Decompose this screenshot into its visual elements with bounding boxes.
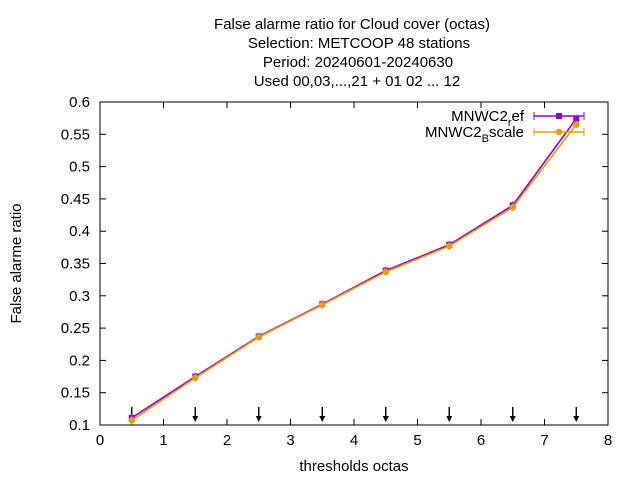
arrow-head [573, 416, 580, 422]
threshold-arrow [509, 407, 516, 422]
data-series [128, 114, 580, 425]
arrow-head [319, 416, 326, 422]
y-tick-label: 0.55 [61, 126, 90, 143]
data-point [572, 121, 580, 128]
y-tick-label: 0.45 [61, 191, 90, 208]
y-tick-label: 0.35 [61, 256, 90, 273]
data-point [573, 115, 580, 122]
data-point [191, 374, 199, 382]
plot-frame [99, 101, 609, 426]
title-line-4: Used 00,03,...,21 + 01 02 ... 12 [254, 73, 460, 90]
arrow-head [509, 416, 516, 422]
data-point [318, 301, 326, 309]
legend-label: MNWC2ref [451, 108, 525, 129]
threshold-arrow [255, 407, 262, 422]
legend-label-main: MNWC2 [451, 108, 508, 125]
data-point [128, 417, 136, 424]
y-tick-label: 0.2 [69, 352, 90, 369]
legend-label-tail: ef [511, 108, 524, 125]
y-axis-label: False alarme ratio [8, 203, 25, 323]
x-tick-label: 7 [540, 432, 548, 449]
threshold-arrow [573, 407, 580, 422]
arrow-head [192, 416, 199, 422]
x-tick-label: 0 [96, 432, 104, 449]
threshold-arrow [319, 407, 326, 422]
title-line-1: False alarme ratio for Cloud cover (octa… [214, 16, 490, 33]
y-tick-label: 0.3 [69, 288, 90, 305]
x-tick-label: 5 [413, 432, 421, 449]
legend-entry: MNWC2Bscale [425, 124, 585, 145]
x-tick-label: 1 [159, 432, 167, 449]
legend-label-sub: B [482, 133, 489, 145]
axis-ticks: 0 1 2 3 4 5 6 7 8 0.1 0.15 0.2 0.25 0.3 0.35 0.4 0.45 0.5… [61, 94, 612, 449]
data-point [445, 242, 453, 250]
series-MNWC2_Bscale [128, 120, 580, 425]
legend-marker [555, 128, 563, 136]
y-tick-label: 0.5 [69, 159, 90, 176]
y-tick-label: 0.1 [69, 417, 90, 434]
series-line [131, 118, 577, 419]
x-tick-label: 2 [223, 432, 231, 449]
title-line-3: Period: 20240601-20240630 [263, 54, 453, 71]
data-point [255, 333, 263, 341]
title-line-2: Selection: METCOOP 48 stations [248, 35, 470, 52]
legend-marker [556, 113, 562, 119]
plot-axes [99, 101, 609, 426]
y-tick-label: 0.25 [61, 320, 90, 337]
legend-label-tail: scale [489, 124, 524, 141]
legend-label-sub: r [508, 117, 512, 129]
x-tick-label: 3 [286, 432, 294, 449]
legend-entry: MNWC2ref [451, 108, 585, 129]
series-line [131, 124, 577, 422]
data-point [382, 268, 390, 276]
x-tick-label: 4 [350, 432, 358, 449]
arrow-head [255, 416, 262, 422]
x-axis-label: thresholds octas [299, 458, 408, 475]
y-tick-label: 0.6 [69, 94, 90, 111]
x-tick-label: 8 [604, 432, 612, 449]
arrow-head [382, 416, 389, 422]
chart-title: False alarme ratio for Cloud cover (octa… [214, 16, 490, 90]
threshold-arrow [382, 407, 389, 422]
y-tick-label: 0.15 [61, 385, 90, 402]
legend-label: MNWC2Bscale [425, 124, 524, 145]
threshold-arrow [446, 407, 453, 422]
x-tick-label: 6 [477, 432, 485, 449]
y-tick-label: 0.4 [69, 223, 90, 240]
data-point [509, 203, 517, 211]
legend-label-main: MNWC2 [425, 124, 482, 141]
arrow-head [446, 416, 453, 422]
threshold-arrow [192, 407, 199, 422]
